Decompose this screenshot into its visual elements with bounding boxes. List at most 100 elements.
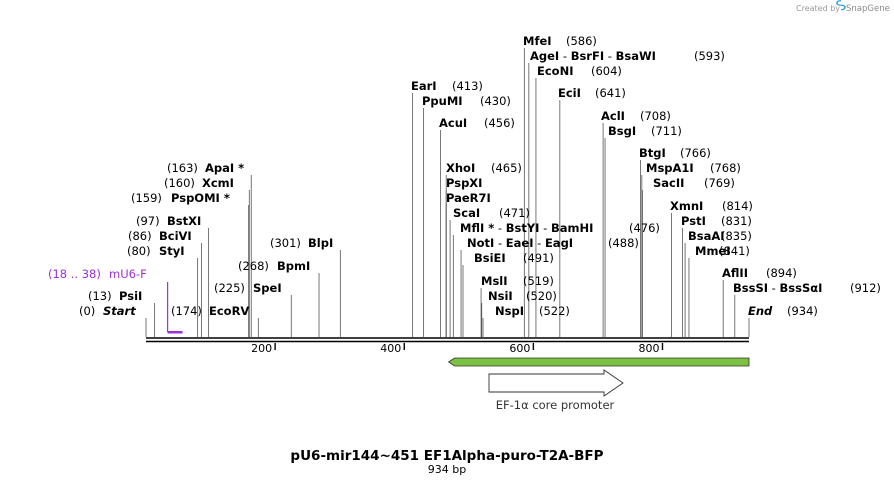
site-connectors bbox=[145, 48, 750, 337]
site-position: (471) bbox=[499, 206, 530, 220]
site-position: (769) bbox=[704, 176, 735, 190]
site-name: BsaAI bbox=[688, 229, 725, 243]
site-xcmi: (160) XcmI bbox=[164, 176, 234, 190]
site-position: (894) bbox=[766, 266, 797, 280]
site-nspi: (522) NspI bbox=[495, 304, 570, 318]
site-name: XmnI bbox=[670, 199, 703, 213]
site-name: MfeI bbox=[523, 34, 552, 48]
site-name: EarI bbox=[411, 79, 437, 93]
site-name: BsiEI bbox=[474, 251, 506, 265]
site-position: (711) bbox=[651, 124, 682, 138]
site-name: MmeI bbox=[695, 244, 731, 258]
site-xmni: (814) XmnI bbox=[670, 199, 753, 213]
credit-text: Created by bbox=[796, 4, 840, 13]
site-name: MflI * - BstYI - BamHI bbox=[460, 221, 593, 235]
site-ppumi: (430) PpuMI bbox=[422, 94, 511, 108]
primer-mU6-F: (18 .. 38) mU6-F bbox=[48, 267, 183, 334]
site-name: BstXI bbox=[167, 214, 201, 228]
site-name-part: BsrFI bbox=[571, 49, 604, 63]
site-position: (0) bbox=[79, 304, 95, 318]
site-name-part: NotI bbox=[467, 236, 494, 250]
credit: Created by SnapGene bbox=[796, 0, 890, 14]
site-name: SacII bbox=[653, 176, 684, 190]
site-position: (13) bbox=[88, 289, 112, 303]
site-name: EcoNI bbox=[537, 64, 573, 78]
site-position: (593) bbox=[694, 49, 725, 63]
site-blpi: (301) BlpI bbox=[270, 236, 333, 250]
site-position: (159) bbox=[131, 191, 162, 205]
site-bcivi: (86) BciVI bbox=[128, 229, 192, 243]
site-name-part: BssSαI bbox=[780, 281, 823, 295]
site-name: BpmI bbox=[277, 259, 310, 273]
ruler-tick-label: 200 bbox=[251, 342, 272, 355]
site-position: (912) bbox=[850, 281, 881, 295]
site-position: (835) bbox=[721, 229, 752, 243]
site-noti: (488) NotI - EaeI - EagI bbox=[467, 236, 639, 250]
site-position: (768) bbox=[710, 161, 741, 175]
site-position: (519) bbox=[523, 274, 554, 288]
site-position: (97) bbox=[136, 214, 160, 228]
site-nsii: (520) NsiI bbox=[488, 289, 557, 303]
site-name: PstI bbox=[681, 214, 706, 228]
site-btgi: (766) BtgI bbox=[639, 146, 711, 160]
ruler-tick-label: 600 bbox=[509, 342, 530, 355]
site-name: EcoRV bbox=[209, 304, 249, 318]
site-aflii: (894) AflII bbox=[722, 266, 797, 280]
site-position: (80) bbox=[127, 244, 151, 258]
site-start: (0) Start bbox=[79, 304, 136, 318]
site-name: XhoI bbox=[446, 161, 475, 175]
site-pspomi: (159) PspOMI * bbox=[131, 191, 230, 205]
site-position: (766) bbox=[680, 146, 711, 160]
site-position: (488) bbox=[608, 236, 639, 250]
site-name: StyI bbox=[159, 244, 185, 258]
dna-backbone bbox=[146, 337, 749, 343]
site-position: (491) bbox=[523, 251, 554, 265]
site-position: (86) bbox=[128, 229, 152, 243]
site-scai: (471) ScaI bbox=[453, 206, 530, 220]
site-econi: (604) EcoNI bbox=[537, 64, 622, 78]
site-name: NotI - EaeI - EagI bbox=[467, 236, 573, 250]
site-position: (456) bbox=[484, 116, 515, 130]
site-name-part: BsaWI bbox=[616, 49, 656, 63]
credit-brand: SnapGene bbox=[846, 4, 890, 14]
site-position: (708) bbox=[640, 109, 671, 123]
site-mfei: (586) MfeI bbox=[523, 34, 597, 48]
site-name: EciI bbox=[558, 86, 581, 100]
site-name: ScaI bbox=[453, 206, 480, 220]
site-position: (831) bbox=[721, 214, 752, 228]
ruler: 200 400 600 800 bbox=[251, 342, 664, 355]
site-name: AclI bbox=[601, 109, 625, 123]
site-position: (430) bbox=[480, 94, 511, 108]
site-name: MslI bbox=[481, 274, 508, 288]
site-position: (934) bbox=[787, 304, 818, 318]
site-styi: (80) StyI bbox=[127, 244, 185, 258]
site-position: (841) bbox=[719, 244, 750, 258]
site-name: BsgI bbox=[608, 124, 636, 138]
site-position: (225) bbox=[214, 281, 245, 295]
site-name: BciVI bbox=[159, 229, 192, 243]
site-name: AcuI bbox=[439, 116, 467, 130]
site-name-part: BamHI bbox=[551, 221, 593, 235]
site-acli: (708) AclI bbox=[601, 109, 671, 123]
site-msli: (519) MslI bbox=[481, 274, 554, 288]
site-name: BssSI - BssSαI bbox=[733, 281, 822, 295]
site-name: NsiI bbox=[488, 289, 513, 303]
site-position: (522) bbox=[539, 304, 570, 318]
site-position: (814) bbox=[722, 199, 753, 213]
site-position: (604) bbox=[591, 64, 622, 78]
site-name: PspXI bbox=[446, 176, 482, 190]
site-name: XcmI bbox=[202, 176, 234, 190]
site-pspxi: PspXI bbox=[446, 176, 482, 190]
site-bsaai: (835)BsaAI bbox=[688, 229, 752, 243]
site-position: (163) bbox=[167, 161, 198, 175]
site-bstxi: (97) BstXI bbox=[136, 214, 201, 228]
site-ecorv: (174) EcoRV bbox=[171, 304, 249, 318]
site-name: End bbox=[748, 304, 773, 318]
feature-label: EF-1α core promoter bbox=[496, 398, 615, 412]
site-bpmi: (268) BpmI bbox=[238, 259, 310, 273]
site-psti: (831) PstI bbox=[681, 214, 752, 228]
primer-name: mU6-F bbox=[109, 267, 147, 281]
site-position: (301) bbox=[270, 236, 301, 250]
site-name: AflII bbox=[722, 266, 748, 280]
